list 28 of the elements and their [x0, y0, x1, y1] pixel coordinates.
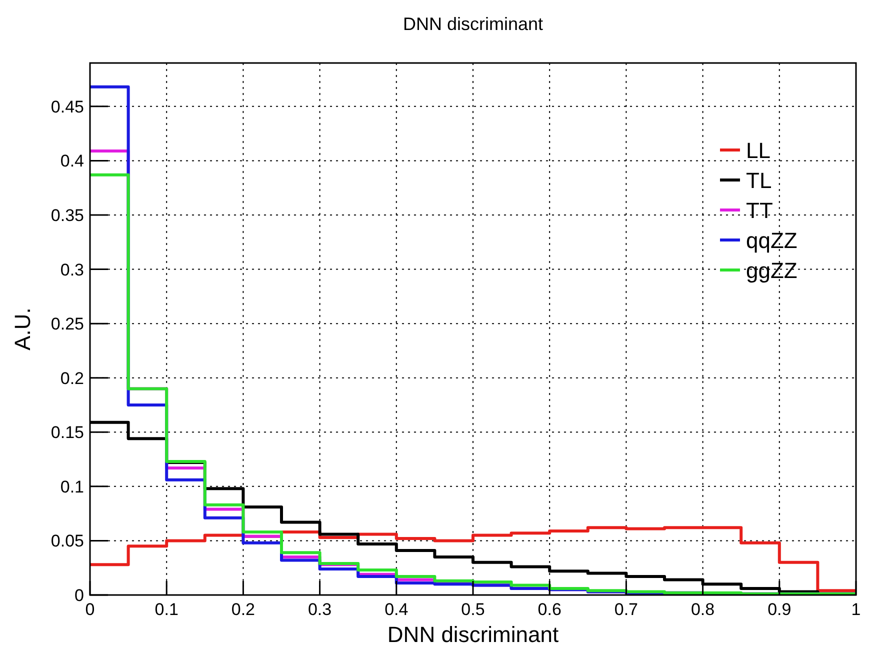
x-tick-label: 0.7: [614, 600, 638, 619]
y-tick-label: 0.3: [60, 260, 84, 280]
x-axis-title: DNN discriminant: [387, 622, 559, 647]
y-tick-label: 0.4: [60, 152, 84, 171]
x-tick-label: 0.9: [768, 600, 792, 619]
x-tick-label: 1: [851, 600, 861, 619]
x-tick-label: 0.1: [154, 600, 178, 619]
legend-label: LL: [746, 138, 770, 163]
x-tick-label: 0.4: [384, 600, 408, 619]
y-tick-label: 0.2: [60, 368, 84, 388]
y-tick-label: 0: [74, 586, 84, 605]
y-tick-label: 0.45: [50, 97, 84, 116]
x-tick-label: 0.3: [308, 600, 332, 619]
legend-label: ggZZ: [746, 258, 798, 283]
y-axis-title: A.U.: [10, 308, 35, 350]
y-tick-label: 0.1: [60, 477, 84, 496]
legend-label: qqZZ: [746, 228, 798, 253]
y-tick-label: 0.25: [50, 314, 84, 334]
y-tick-label: 0.05: [50, 532, 84, 551]
x-tick-label: 0.8: [690, 600, 715, 619]
x-tick-label: 0.6: [538, 600, 562, 619]
y-tick-label: 0.15: [50, 423, 84, 442]
x-tick-label: 0.5: [461, 600, 485, 619]
x-tick-label: 0.2: [231, 600, 256, 619]
chart-title: DNN discriminant: [402, 14, 544, 34]
legend-label: TT: [746, 198, 773, 223]
y-tick-label: 0.35: [50, 206, 84, 225]
legend-label: TL: [746, 168, 772, 193]
